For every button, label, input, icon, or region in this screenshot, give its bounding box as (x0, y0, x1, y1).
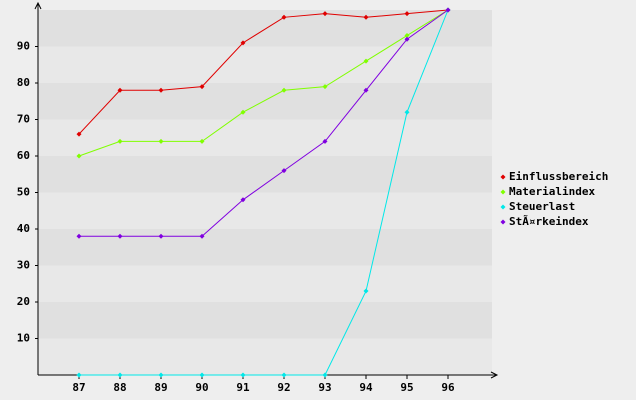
legend-marker (500, 174, 506, 180)
legend-label: Materialindex (509, 185, 595, 198)
data-point (240, 40, 246, 46)
data-point (240, 109, 246, 115)
data-point (117, 372, 123, 378)
data-point (281, 168, 287, 174)
plot-bands (38, 10, 492, 375)
band (38, 338, 492, 375)
legend-label: Einflussbereich (509, 170, 608, 183)
data-point (281, 372, 287, 378)
data-point (199, 233, 205, 239)
y-tick-label: 40 (17, 222, 30, 235)
data-point (322, 138, 328, 144)
x-tick-label: 91 (236, 381, 250, 394)
data-point (76, 153, 82, 159)
data-point (363, 288, 369, 294)
legend-marker (500, 219, 506, 225)
data-point (158, 87, 164, 93)
data-point (445, 7, 451, 13)
legend-marker (500, 204, 506, 210)
data-point (404, 11, 410, 17)
data-point (363, 14, 369, 20)
legend-label: StÃ¤rkeindex (509, 215, 589, 228)
data-point (199, 138, 205, 144)
series-line (79, 9, 449, 237)
x-axis-arrow (490, 371, 499, 379)
band (38, 119, 492, 156)
data-point (76, 372, 82, 378)
data-point (240, 372, 246, 378)
data-point (281, 14, 287, 20)
band (38, 83, 492, 120)
y-tick-label: 70 (17, 113, 30, 126)
legend-marker (500, 189, 506, 195)
y-tick-label: 90 (17, 40, 30, 53)
band (38, 46, 492, 83)
x-tick-label: 94 (359, 381, 373, 394)
data-point (117, 233, 123, 239)
band (38, 302, 492, 339)
x-tick-label: 88 (113, 381, 126, 394)
data-point (199, 372, 205, 378)
legend-label: Steuerlast (509, 200, 575, 213)
data-point (199, 84, 205, 90)
data-point (363, 58, 369, 64)
data-point (76, 131, 82, 137)
data-point (322, 84, 328, 90)
data-point (363, 87, 369, 93)
x-tick-label: 87 (72, 381, 85, 394)
data-point (322, 11, 328, 17)
data-point (404, 33, 410, 39)
x-tick-label: 90 (195, 381, 208, 394)
data-point (404, 36, 410, 42)
data-point (158, 233, 164, 239)
data-point (322, 372, 328, 378)
y-axis-arrow (34, 1, 42, 10)
y-tick-label: 60 (17, 149, 30, 162)
y-tick-label: 20 (17, 295, 30, 308)
band (38, 156, 492, 193)
band (38, 229, 492, 266)
series-line (79, 9, 449, 376)
data-point (76, 233, 82, 239)
x-tick-label: 89 (154, 381, 167, 394)
data-point (158, 138, 164, 144)
y-tick-label: 80 (17, 76, 30, 89)
data-point (240, 197, 246, 203)
series-line (78, 9, 449, 157)
data-point (404, 109, 410, 115)
x-tick-label: 92 (277, 381, 290, 394)
band (38, 265, 492, 302)
x-tick-label: 96 (441, 381, 455, 394)
band (38, 10, 492, 47)
data-point (117, 138, 123, 144)
y-tick-label: 10 (17, 332, 30, 345)
x-tick-label: 93 (318, 381, 331, 394)
y-tick-label: 50 (17, 186, 30, 199)
series-line (78, 9, 449, 135)
data-point (158, 372, 164, 378)
data-point (281, 87, 287, 93)
y-tick-label: 30 (17, 259, 30, 272)
band (38, 192, 492, 229)
data-point (117, 87, 123, 93)
x-tick-label: 95 (400, 381, 413, 394)
